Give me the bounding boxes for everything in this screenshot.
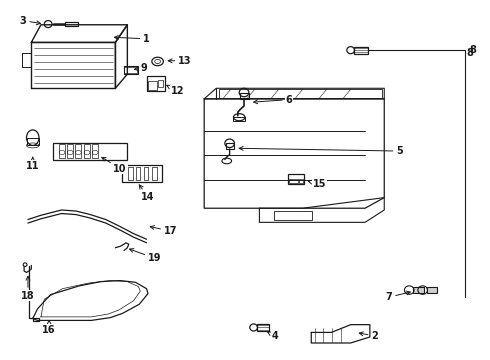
Text: 8: 8: [470, 45, 477, 55]
Bar: [65, 22, 78, 26]
Bar: [152, 167, 157, 180]
Text: 4: 4: [268, 331, 278, 341]
Bar: [53, 143, 127, 159]
Text: 8: 8: [466, 48, 473, 58]
Bar: [233, 117, 245, 121]
Text: 3: 3: [20, 15, 41, 26]
Text: 13: 13: [168, 56, 192, 66]
Text: 6: 6: [254, 95, 293, 104]
Bar: [426, 287, 437, 293]
Text: 15: 15: [308, 179, 326, 189]
Text: 9: 9: [135, 63, 147, 73]
Bar: [136, 167, 140, 180]
Bar: [257, 324, 270, 331]
Bar: [299, 179, 303, 183]
Bar: [75, 144, 81, 158]
Bar: [123, 66, 138, 74]
Bar: [413, 287, 424, 293]
Text: 18: 18: [21, 276, 35, 301]
Bar: [84, 144, 90, 158]
Bar: [147, 76, 165, 91]
Text: 2: 2: [359, 331, 378, 341]
Bar: [124, 67, 137, 73]
Text: 7: 7: [386, 291, 410, 302]
Text: 17: 17: [150, 226, 177, 236]
Bar: [158, 80, 163, 86]
Bar: [354, 47, 368, 54]
Bar: [289, 179, 298, 183]
Bar: [288, 174, 304, 184]
Bar: [122, 165, 162, 182]
Text: 11: 11: [26, 157, 40, 171]
Text: 16: 16: [42, 320, 56, 335]
Bar: [226, 143, 234, 149]
Text: 10: 10: [102, 157, 127, 174]
Text: 14: 14: [139, 185, 155, 202]
Bar: [240, 93, 249, 99]
Bar: [219, 89, 382, 98]
Bar: [26, 138, 39, 145]
Text: 19: 19: [129, 249, 162, 263]
Text: 5: 5: [239, 146, 403, 156]
Bar: [67, 144, 73, 158]
Text: 12: 12: [167, 85, 185, 96]
Bar: [92, 144, 98, 158]
Bar: [128, 167, 133, 180]
Text: 1: 1: [114, 34, 150, 44]
Bar: [144, 167, 148, 180]
Bar: [148, 81, 157, 90]
Bar: [59, 144, 65, 158]
Bar: [274, 211, 312, 220]
